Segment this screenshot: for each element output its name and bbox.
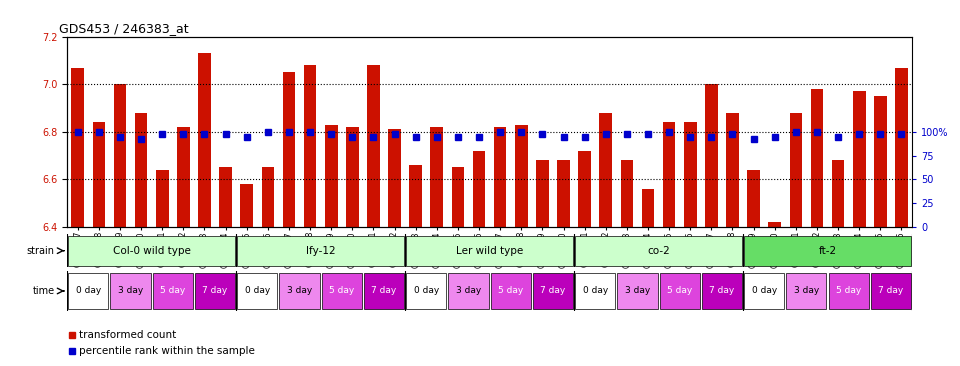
Text: 7 day: 7 day <box>203 287 228 295</box>
Bar <box>156 170 169 227</box>
FancyBboxPatch shape <box>110 273 151 309</box>
Text: 3 day: 3 day <box>625 287 650 295</box>
Bar <box>282 72 296 227</box>
FancyBboxPatch shape <box>744 236 911 266</box>
Bar <box>599 113 612 227</box>
FancyBboxPatch shape <box>491 273 531 309</box>
Text: 7 day: 7 day <box>878 287 903 295</box>
FancyBboxPatch shape <box>237 236 404 266</box>
Text: co-2: co-2 <box>647 246 670 256</box>
FancyBboxPatch shape <box>448 273 489 309</box>
Bar <box>92 122 106 227</box>
Bar <box>620 160 634 227</box>
Bar <box>430 127 444 227</box>
Bar <box>874 96 887 227</box>
Bar <box>493 127 507 227</box>
Bar <box>536 160 549 227</box>
FancyBboxPatch shape <box>702 273 742 309</box>
Text: 7 day: 7 day <box>540 287 565 295</box>
Text: 5 day: 5 day <box>160 287 185 295</box>
Text: strain: strain <box>27 246 55 256</box>
Bar <box>367 65 380 227</box>
Bar <box>578 151 591 227</box>
FancyBboxPatch shape <box>68 273 108 309</box>
Bar <box>388 130 401 227</box>
Bar <box>451 168 465 227</box>
FancyBboxPatch shape <box>828 273 869 309</box>
Bar <box>747 170 760 227</box>
Text: percentile rank within the sample: percentile rank within the sample <box>79 346 255 356</box>
Text: 0 day: 0 day <box>752 287 777 295</box>
Text: 0 day: 0 day <box>414 287 439 295</box>
Text: Col-0 wild type: Col-0 wild type <box>112 246 191 256</box>
Text: transformed count: transformed count <box>79 330 177 340</box>
Text: 7 day: 7 day <box>372 287 396 295</box>
Bar <box>303 65 317 227</box>
FancyBboxPatch shape <box>68 236 235 266</box>
Bar <box>472 151 486 227</box>
FancyBboxPatch shape <box>406 273 446 309</box>
Bar <box>831 160 845 227</box>
Text: lfy-12: lfy-12 <box>306 246 335 256</box>
FancyBboxPatch shape <box>364 273 404 309</box>
Text: 5 day: 5 day <box>498 287 523 295</box>
Text: 5 day: 5 day <box>836 287 861 295</box>
Bar <box>705 84 718 227</box>
FancyBboxPatch shape <box>660 273 700 309</box>
Text: 3 day: 3 day <box>456 287 481 295</box>
Text: 3 day: 3 day <box>118 287 143 295</box>
FancyBboxPatch shape <box>195 273 235 309</box>
Bar <box>662 122 676 227</box>
Bar <box>768 222 781 227</box>
Bar <box>71 68 84 227</box>
Text: 5 day: 5 day <box>329 287 354 295</box>
Bar <box>346 127 359 227</box>
Bar <box>641 189 655 227</box>
FancyBboxPatch shape <box>406 236 573 266</box>
Bar <box>789 113 803 227</box>
Bar <box>198 53 211 227</box>
Bar <box>113 84 127 227</box>
Bar <box>852 92 866 227</box>
FancyBboxPatch shape <box>153 273 193 309</box>
Bar <box>219 168 232 227</box>
Bar <box>240 184 253 227</box>
FancyBboxPatch shape <box>322 273 362 309</box>
Text: 0 day: 0 day <box>583 287 608 295</box>
Text: Ler wild type: Ler wild type <box>456 246 523 256</box>
Text: 0 day: 0 day <box>76 287 101 295</box>
FancyBboxPatch shape <box>237 273 277 309</box>
FancyBboxPatch shape <box>871 273 911 309</box>
FancyBboxPatch shape <box>744 273 784 309</box>
Bar <box>726 113 739 227</box>
Bar <box>557 160 570 227</box>
Text: GDS453 / 246383_at: GDS453 / 246383_at <box>59 22 188 36</box>
Bar <box>409 165 422 227</box>
Bar <box>324 125 338 227</box>
Text: 7 day: 7 day <box>709 287 734 295</box>
FancyBboxPatch shape <box>533 273 573 309</box>
FancyBboxPatch shape <box>279 273 320 309</box>
Text: 5 day: 5 day <box>667 287 692 295</box>
Text: ft-2: ft-2 <box>819 246 836 256</box>
Bar <box>515 125 528 227</box>
Bar <box>261 168 275 227</box>
FancyBboxPatch shape <box>617 273 658 309</box>
FancyBboxPatch shape <box>786 273 827 309</box>
Text: 3 day: 3 day <box>287 287 312 295</box>
Text: 0 day: 0 day <box>245 287 270 295</box>
Bar <box>134 113 148 227</box>
Bar <box>895 68 908 227</box>
FancyBboxPatch shape <box>575 236 742 266</box>
Text: 3 day: 3 day <box>794 287 819 295</box>
Bar <box>177 127 190 227</box>
Bar <box>684 122 697 227</box>
Text: time: time <box>33 286 55 296</box>
FancyBboxPatch shape <box>575 273 615 309</box>
Bar <box>810 89 824 227</box>
